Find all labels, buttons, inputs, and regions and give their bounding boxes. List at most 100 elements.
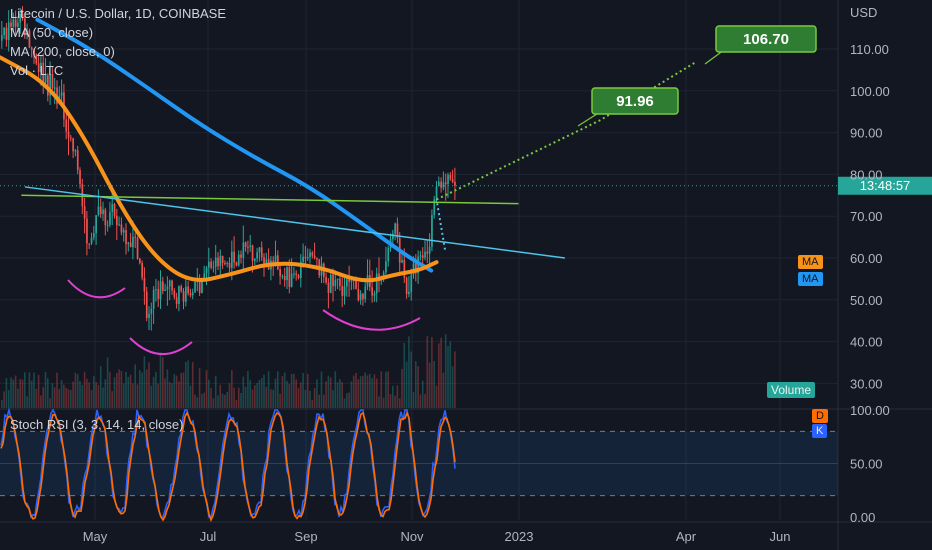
candle-body: [454, 181, 456, 186]
candle-body: [30, 47, 33, 50]
candle-body: [214, 257, 217, 267]
volume-bar: [40, 395, 42, 408]
candle-body: [247, 246, 249, 248]
volume-bar: [208, 379, 210, 408]
volume-bar: [300, 382, 302, 408]
volume-bar: [263, 374, 265, 408]
volume-bar: [3, 391, 5, 408]
volume-bar: [355, 372, 357, 408]
volume-bar: [313, 388, 316, 408]
candle-body: [60, 92, 63, 96]
volume-bar: [7, 390, 10, 408]
target-0: 91.96: [577, 87, 679, 127]
volume-bar: [111, 391, 113, 408]
volume-bar: [203, 392, 205, 408]
volume-bar: [277, 371, 279, 408]
volume-bar: [79, 380, 81, 408]
candle-body: [76, 150, 79, 171]
candle-body: [10, 22, 12, 27]
candle-body: [295, 273, 298, 276]
candle-body: [28, 30, 31, 48]
candle-body: [442, 182, 445, 188]
candle-body: [350, 279, 353, 282]
volume-bar: [53, 387, 56, 408]
volume-bar: [58, 389, 61, 408]
volume-bar: [180, 373, 182, 408]
osc-tick-label: 0.00: [850, 510, 875, 525]
volume-bar: [231, 370, 233, 408]
candle-body: [198, 278, 201, 293]
candle-body: [283, 276, 286, 281]
candle-body: [313, 255, 316, 258]
volume-bar: [99, 366, 102, 408]
pattern-arc: [322, 309, 421, 331]
volume-bar: [49, 398, 51, 408]
candle-body: [346, 279, 348, 287]
candle-body: [127, 242, 130, 245]
candle-body: [70, 137, 72, 139]
volume-bar: [403, 342, 406, 408]
candle-body: [164, 289, 166, 291]
candle-body: [288, 267, 291, 287]
candle-body: [304, 256, 307, 259]
price-tick-label: 100.00: [850, 84, 890, 99]
candle-body: [136, 237, 139, 259]
candle-body: [88, 243, 91, 245]
candle-body: [7, 22, 10, 40]
volume-bar: [70, 390, 72, 408]
volume-bar: [30, 380, 33, 408]
volume-bar: [221, 393, 224, 408]
volume-bar: [286, 380, 288, 408]
ma50-price-tag: MA: [798, 255, 823, 269]
stoch-d-tag: D: [812, 409, 828, 423]
volume-bar: [352, 375, 355, 408]
ma200-legend[interactable]: MA (200, close, 0): [10, 44, 115, 59]
candle-body: [106, 224, 109, 226]
price-tick-label: 70.00: [850, 209, 883, 224]
volume-bar: [122, 383, 125, 408]
candle-body: [201, 279, 203, 293]
candle-body: [254, 258, 256, 261]
volume-bar: [191, 362, 194, 408]
candle-body: [109, 212, 111, 225]
candle-body: [205, 267, 208, 274]
candle-body: [359, 293, 362, 301]
volume-bar: [410, 351, 412, 408]
volume-bar: [440, 337, 442, 408]
volume-bar: [226, 391, 228, 408]
projection-leg-1: [435, 199, 446, 250]
candle-body: [235, 262, 238, 266]
candle-body: [260, 247, 263, 258]
candle-body: [431, 215, 433, 247]
candle-body: [189, 293, 192, 296]
volume-bar: [83, 371, 86, 408]
candle-body: [141, 262, 143, 278]
volume-bar: [311, 399, 314, 408]
candle-body: [12, 19, 15, 27]
volume-bar: [42, 387, 44, 408]
volume-bar: [265, 386, 268, 408]
candle-body: [228, 262, 231, 268]
volume-bar: [401, 368, 403, 408]
volume-bar: [129, 374, 132, 408]
candle-body: [90, 237, 93, 244]
volume-bar: [12, 379, 15, 408]
stoch-rsi-legend[interactable]: Stoch RSI (3, 3, 14, 14, close): [10, 417, 184, 432]
projection-leg-2: [436, 60, 698, 201]
volume-legend[interactable]: Vol · LTC: [10, 63, 64, 78]
candle-body: [410, 274, 413, 292]
candle-body: [74, 150, 77, 152]
ma50-legend[interactable]: MA (50, close): [10, 25, 94, 40]
volume-bar: [228, 383, 231, 408]
volume-bar: [362, 375, 364, 408]
volume-bar: [451, 366, 454, 408]
time-tick-label: May: [83, 529, 108, 544]
volume-bar: [394, 395, 396, 408]
stoch-k-tag: K: [812, 424, 828, 438]
volume-bar: [325, 381, 327, 408]
candle-body: [233, 251, 235, 263]
volume-bar: [10, 377, 12, 408]
candle-body: [364, 286, 367, 300]
volume-bar: [26, 396, 28, 408]
